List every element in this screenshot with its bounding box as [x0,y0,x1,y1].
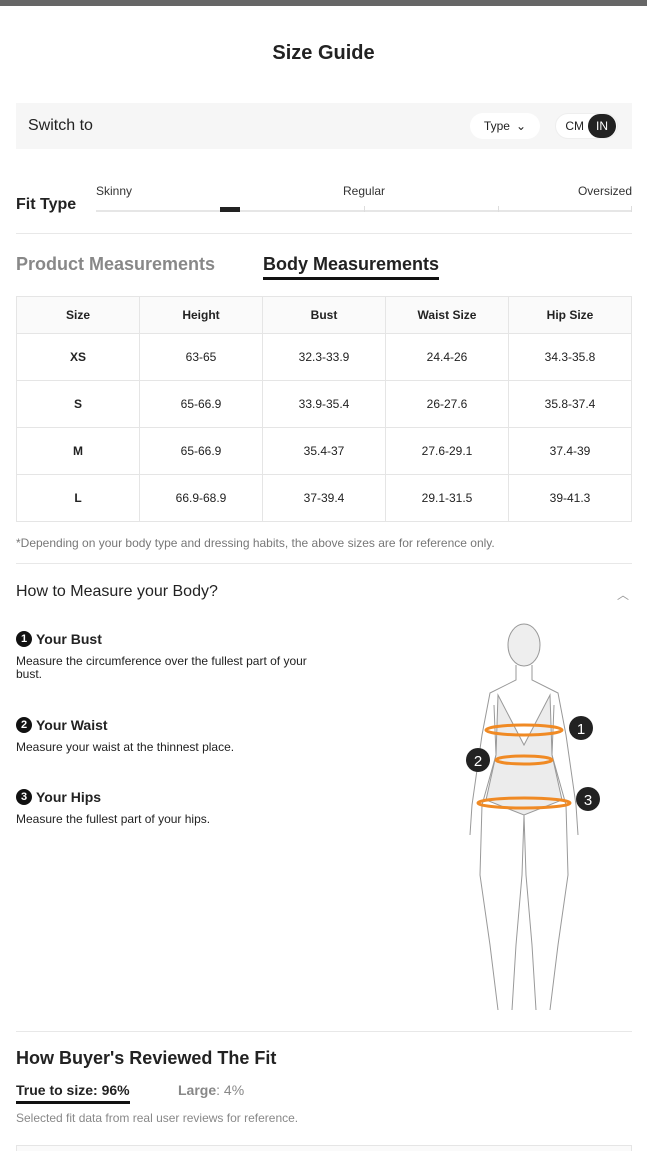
step-hips: 3 Your Hips Measure the fullest part of yo… [16,789,211,826]
table-cell: 27.6-29.1 [385,427,509,475]
svg-text:2: 2 [474,753,482,770]
switch-label: Switch to [28,117,93,134]
page-title: Size Guide [272,42,375,64]
table-row: L 66.9-68.9 37-39.4 29.1-31.5 39-41.3 [16,474,632,522]
table-cell: 63-65 [139,333,263,381]
size-table: Size Height Bust Waist Size Hip Size XS 63-65 3… [16,296,632,522]
column-header: Height [139,296,263,334]
fit-skinny: Skinny [96,184,133,198]
unit-cm[interactable]: CM [565,119,584,133]
step-waist: 2 Your Waist Measure your waist at the thi… [16,717,235,754]
reviews-table [16,1145,632,1151]
column-header: Bust [262,296,386,334]
reviews-note: Selected fit data from real user reviews… [16,1111,299,1125]
table-cell: M [16,427,140,475]
table-row: S 65-66.9 33.9-35.4 26-27.6 35.8-37.4 [16,380,632,428]
top-bar [0,0,647,6]
table-cell: 65-66.9 [139,427,263,475]
divider [16,233,632,234]
column-header: Hip Size [508,296,632,334]
unit-toggle[interactable]: CM IN [555,113,618,139]
table-cell: 37-39.4 [262,474,386,522]
fit-marker [220,207,240,212]
table-cell: 32.3-33.9 [262,333,386,381]
table-cell: 66.9-68.9 [139,474,263,522]
fit-oversized: Oversized [577,184,632,198]
type-label: Type [483,119,510,133]
table-cell: L [16,474,140,522]
table-cell: XS [16,333,140,381]
step-bust: 1 Your Bust Measure the circumference over… [16,631,307,681]
table-cell: 39-41.3 [508,474,632,522]
tab-large[interactable]: Large: 4% [178,1082,245,1098]
switch-bar: Switch to Type ⌄ CM IN [16,103,632,149]
table-row: M 65-66.9 35.4-37 27.6-29.1 37.4-39 [16,427,632,475]
column-header: Waist Size [385,296,509,334]
divider [16,563,632,564]
table-cell: S [16,380,140,428]
table-cell: 34.3-35.8 [508,333,632,381]
table-row: XS 63-65 32.3-33.9 24.4-26 34.3-35.8 [16,333,632,381]
chevron-up-icon[interactable]: ︿ [616,588,629,602]
size-note: *Depending on your body type and dressin… [16,536,495,550]
table-cell: 37.4-39 [508,427,632,475]
fit-type-label: Fit Type [16,196,77,213]
unit-in[interactable]: IN [588,114,616,138]
svg-text:3: 3 [584,792,592,809]
body-figure-illustration: 1 2 3 [466,623,600,1011]
fit-scale-track [96,206,632,212]
fit-regular: Regular [343,184,386,198]
reviews-title: How Buyer's Reviewed The Fit [16,1048,277,1068]
column-header: Size [16,296,140,334]
howto-title[interactable]: How to Measure your Body? [16,583,218,600]
table-cell: 35.4-37 [262,427,386,475]
tab-body-measurements[interactable]: Body Measurements [263,254,440,280]
divider [16,1031,632,1032]
table-cell: 24.4-26 [385,333,509,381]
table-cell: 65-66.9 [139,380,263,428]
table-cell: 35.8-37.4 [508,380,632,428]
tab-product-measurements[interactable]: Product Measurements [16,254,216,274]
svg-text:1: 1 [577,721,585,738]
type-dropdown[interactable]: Type ⌄ [469,113,540,139]
tab-true-to-size[interactable]: True to size: 96% [16,1082,130,1104]
table-cell: 26-27.6 [385,380,509,428]
table-cell: 29.1-31.5 [385,474,509,522]
chevron-down-icon: ⌄ [515,119,526,133]
table-cell: 33.9-35.4 [262,380,386,428]
